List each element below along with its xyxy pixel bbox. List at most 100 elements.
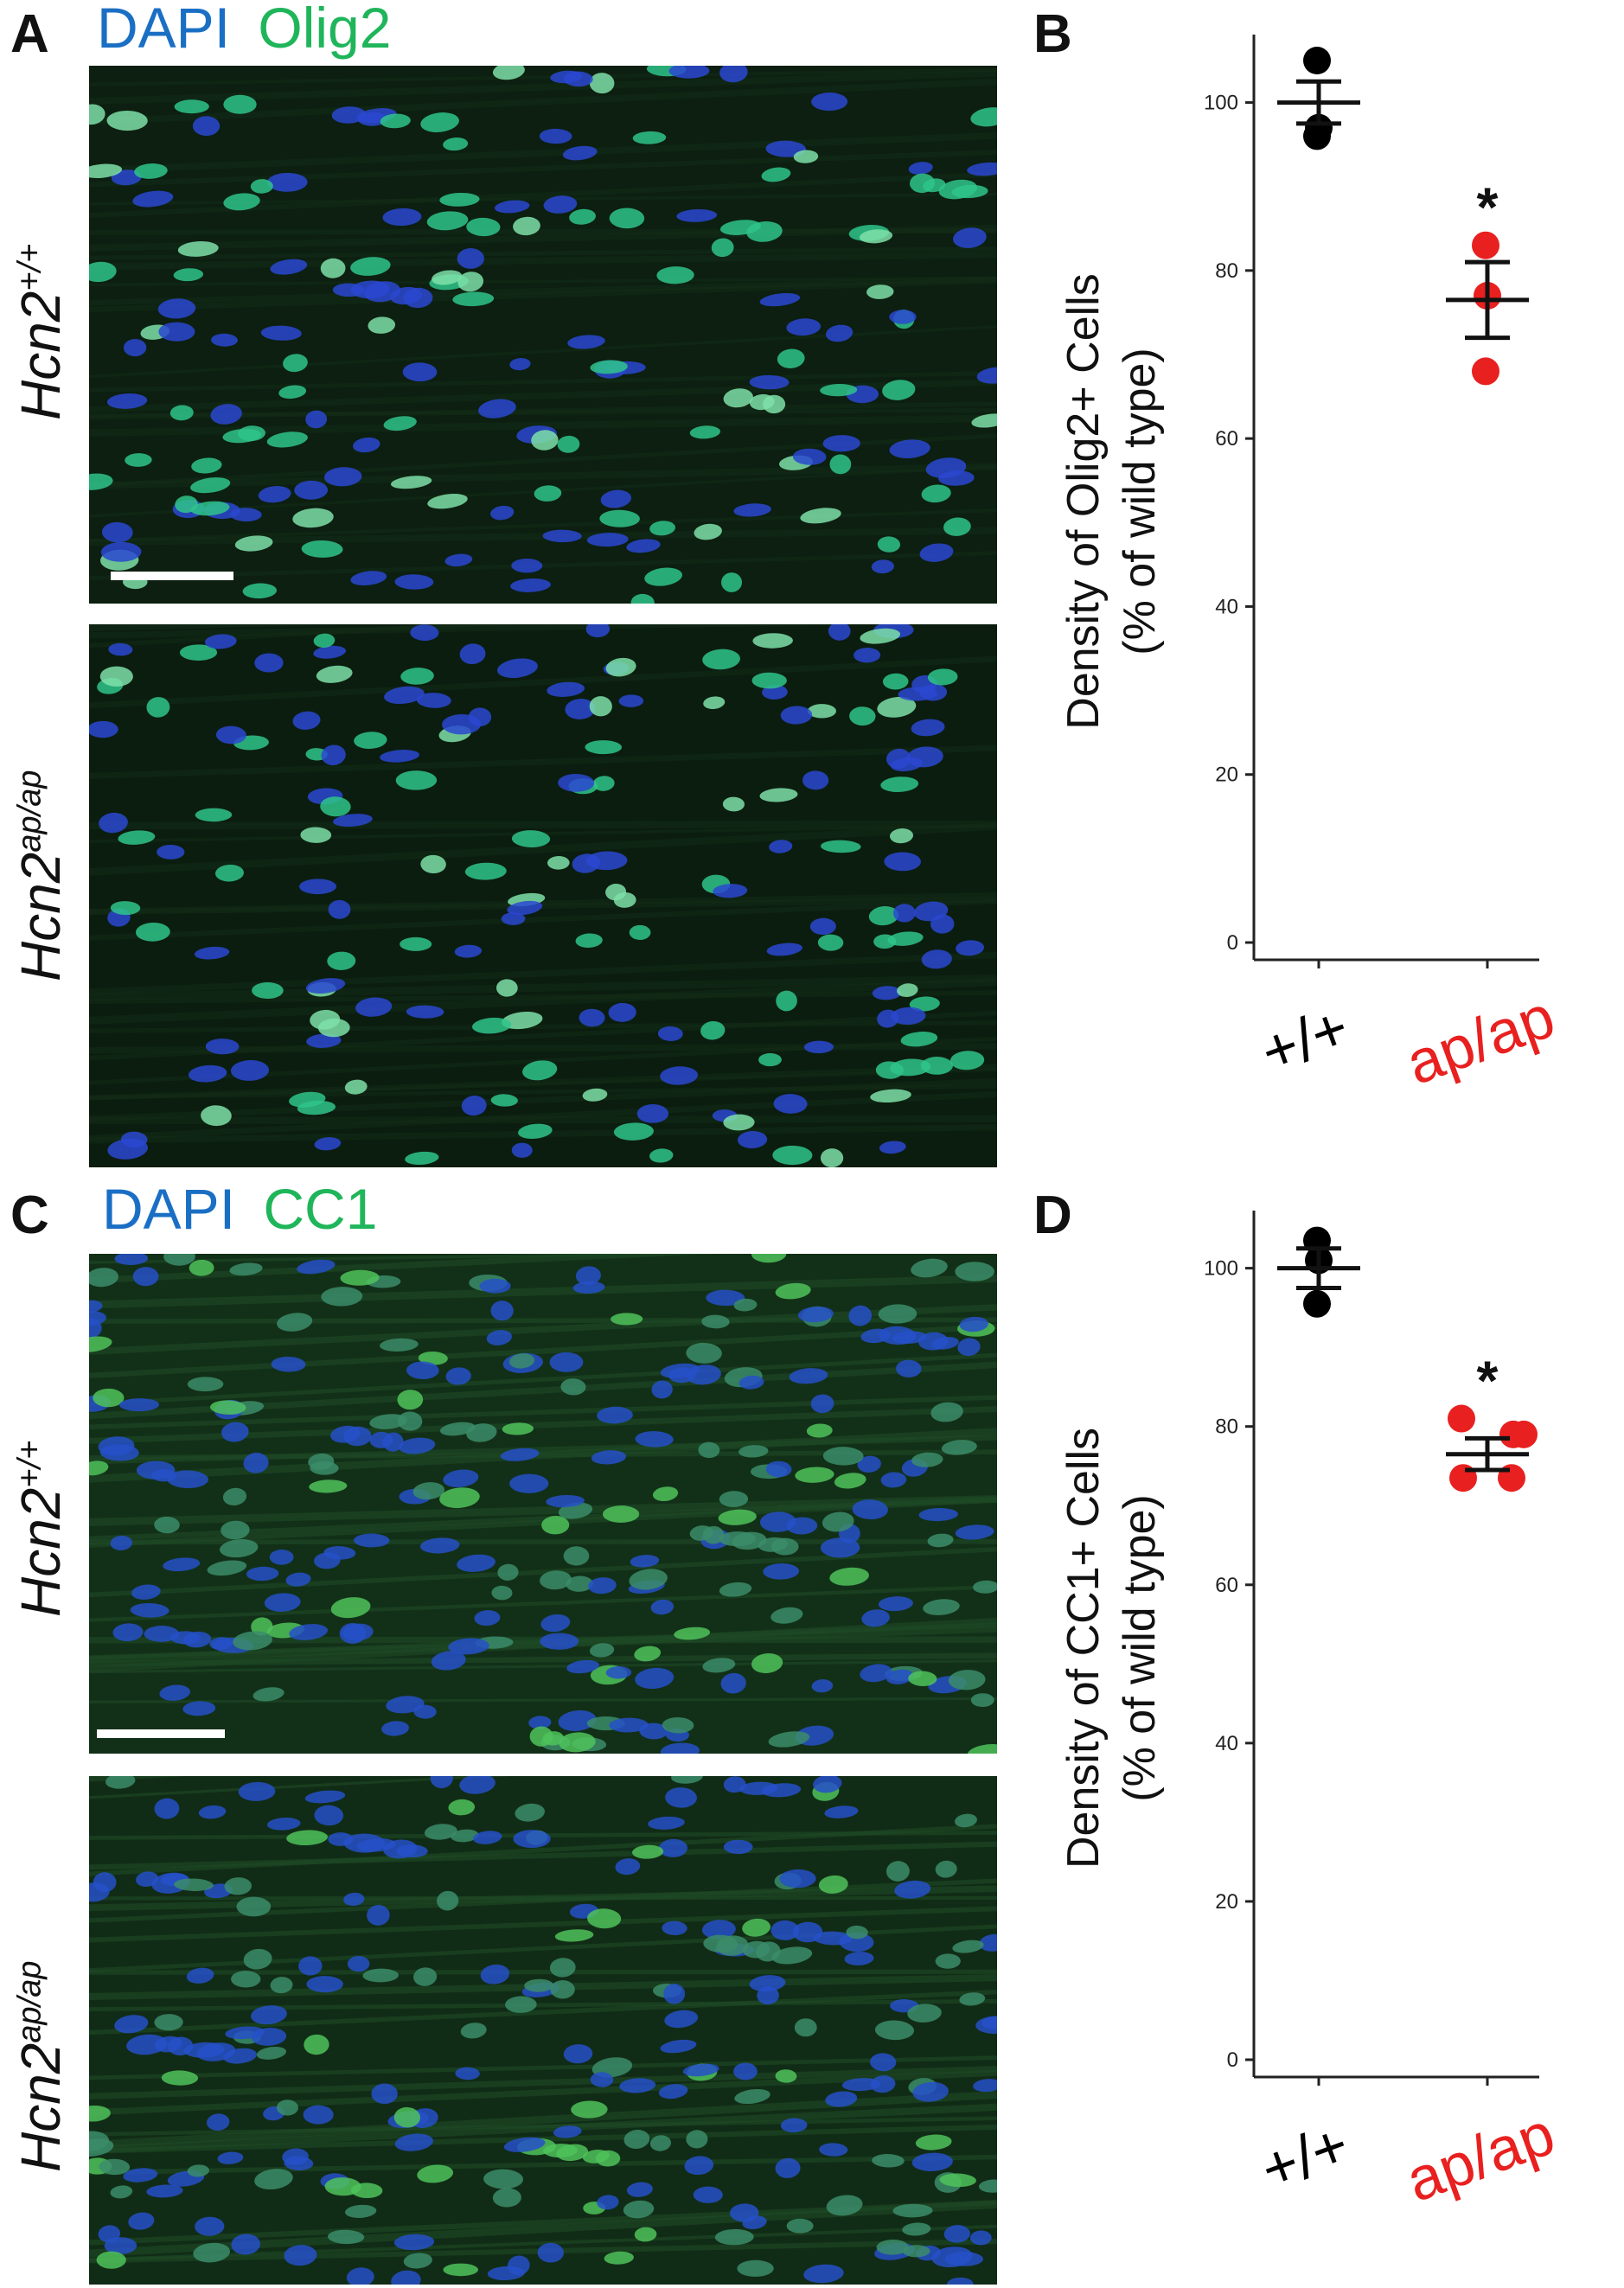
nucleus [575, 933, 603, 949]
nucleus [973, 1580, 997, 1594]
nucleus [749, 393, 775, 411]
nucleus [123, 2168, 158, 2183]
nucleus [491, 1585, 513, 1601]
nucleus [605, 657, 636, 677]
nucleus [575, 1266, 601, 1286]
nucleus [870, 2075, 896, 2093]
nucleus [968, 1744, 997, 1754]
cell-layer [89, 1254, 997, 1754]
nucleus [822, 1447, 864, 1466]
nucleus [701, 1314, 730, 1329]
nucleus [179, 644, 218, 661]
fiber-texture [89, 822, 997, 876]
nucleus [751, 1653, 783, 1673]
fiber-texture [89, 745, 997, 779]
nucleus [660, 1066, 699, 1085]
nucleus [253, 1687, 285, 1702]
nucleus [719, 1491, 749, 1507]
nucleus [518, 1123, 553, 1140]
fiber-texture [89, 1254, 746, 1264]
nucleus [770, 1920, 800, 1940]
nucleus [110, 1535, 132, 1550]
nucleus [611, 1313, 643, 1326]
nucleus [515, 1803, 545, 1822]
nucleus [876, 2239, 909, 2255]
nucleus [492, 66, 525, 80]
nucleus [660, 1363, 700, 1378]
fiber-texture [89, 1989, 997, 2036]
nucleus [393, 2106, 420, 2128]
nucleus [330, 1597, 371, 1619]
nucleus [193, 2242, 231, 2263]
panel-letter-d: D [1033, 1186, 1072, 1245]
nucleus [146, 697, 170, 718]
nucleus [698, 1441, 720, 1459]
nucleus [860, 628, 901, 644]
nucleus [841, 2078, 881, 2092]
cell-layer [89, 66, 997, 604]
nucleus [886, 1669, 914, 1684]
nucleus [439, 1487, 480, 1509]
nucleus [887, 931, 924, 946]
nucleus [931, 2246, 973, 2268]
nucleus [420, 112, 459, 132]
nucleus [177, 241, 219, 257]
nucleus [305, 410, 328, 429]
nucleus [353, 437, 380, 453]
nucleus [369, 1431, 393, 1448]
nucleus [828, 624, 851, 641]
nucleus [765, 1460, 792, 1478]
nucleus [970, 107, 997, 127]
nucleus [444, 553, 473, 567]
nucleus [175, 495, 198, 514]
nucleus [169, 405, 194, 421]
nucleus [277, 1313, 313, 1332]
nucleus [649, 1148, 674, 1163]
nucleus [780, 706, 813, 725]
nucleus [911, 719, 945, 737]
nucleus [793, 150, 819, 163]
nucleus [448, 1799, 476, 1816]
nucleus [511, 559, 543, 573]
nucleus [978, 2179, 997, 2193]
nucleus [571, 2100, 608, 2119]
nucleus [779, 1869, 816, 1889]
nucleus [502, 1422, 534, 1435]
nucleus [817, 934, 844, 951]
nucleus [292, 508, 334, 528]
nucleus [751, 1254, 787, 1263]
nucleus [417, 2164, 454, 2183]
nucleus [89, 1882, 110, 1902]
nucleus [457, 272, 484, 292]
nucleus [882, 380, 916, 400]
fiber-texture [89, 1275, 997, 1309]
nucleus [619, 2078, 656, 2093]
nucleus [163, 1254, 195, 1266]
nucleus [822, 1511, 854, 1532]
nucleus [656, 266, 694, 284]
nucleus [733, 503, 771, 517]
nucleus [242, 583, 278, 599]
nucleus [588, 1577, 617, 1595]
nucleus [719, 1531, 757, 1547]
nucleus [878, 1596, 913, 1612]
fiber-texture [89, 1324, 997, 1378]
nucleus [565, 699, 596, 719]
nucleus [105, 1776, 136, 1789]
nucleus [125, 453, 152, 467]
nucleus [877, 536, 900, 553]
data-point [1303, 1289, 1331, 1318]
nucleus [590, 2072, 614, 2087]
nucleus [223, 193, 260, 211]
nucleus [393, 2234, 435, 2251]
nucleus [605, 883, 627, 901]
fiber-texture [89, 1317, 997, 1324]
nucleus [955, 1262, 994, 1281]
nucleus [380, 113, 411, 129]
nucleus [609, 1717, 649, 1733]
nucleus [310, 1009, 341, 1030]
nucleus [496, 658, 538, 679]
nucleus [537, 2242, 565, 2263]
nucleus [866, 284, 894, 299]
nucleus [752, 633, 793, 649]
